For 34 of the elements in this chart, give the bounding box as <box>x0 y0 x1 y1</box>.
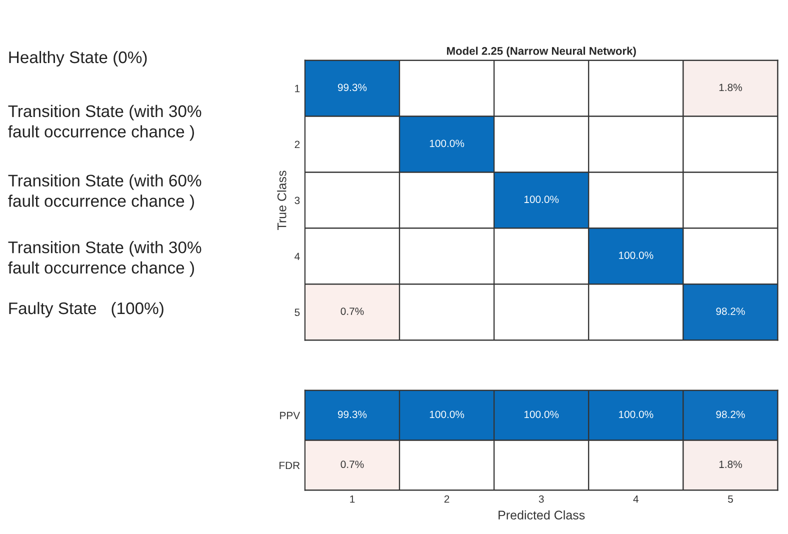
y-tick-label: 3 <box>294 196 300 204</box>
data-label: 0.7% <box>340 460 364 468</box>
x-tick-label: 5 <box>728 495 733 503</box>
data-label: 100.0% <box>524 410 559 418</box>
y-tick-label: 5 <box>294 308 300 316</box>
y-tick-label: 2 <box>294 140 300 148</box>
data-label: 98.2% <box>716 308 745 315</box>
data-label: 1.8% <box>719 460 742 468</box>
text: Healthy State (0%) <box>9 50 147 67</box>
chart-title: Model 2.25 (Narrow Neural Network) <box>447 46 636 58</box>
data-label: 100.0% <box>619 252 654 260</box>
data-label: 100.0% <box>430 140 464 148</box>
data-label: 100.0% <box>430 410 464 418</box>
x-tick-label: 2 <box>444 495 450 503</box>
data-label: 99.3% <box>338 410 367 418</box>
data-label: 99.3% <box>338 84 367 92</box>
x-tick-label: 4 <box>633 495 639 503</box>
text: Transition State (with 30% fault occurrence chance ) <box>8 241 202 277</box>
x-axis-title: Predicted Class <box>498 510 585 520</box>
y-tick-label: FDR <box>280 462 300 470</box>
text: Transition State (with 60% fault occurrence chance ) <box>8 174 202 210</box>
text: Faulty State (100%) <box>9 302 164 318</box>
y-tick-label: PPV <box>280 412 300 420</box>
y-tick-label: 1 <box>295 84 300 92</box>
y-axis-title: True Class <box>277 170 286 230</box>
data-label: 98.2% <box>716 410 745 418</box>
data-label: 1.8% <box>719 84 742 92</box>
data-label: 100.0% <box>619 410 654 418</box>
x-tick-label: 3 <box>538 495 544 503</box>
data-label: 0.7% <box>340 308 364 315</box>
y-tick-label: 4 <box>294 252 300 260</box>
text: Transition State (with 30% fault occurrence chance ) <box>8 104 202 141</box>
data-label: 100.0% <box>524 196 559 204</box>
x-tick-label: 1 <box>350 495 355 503</box>
